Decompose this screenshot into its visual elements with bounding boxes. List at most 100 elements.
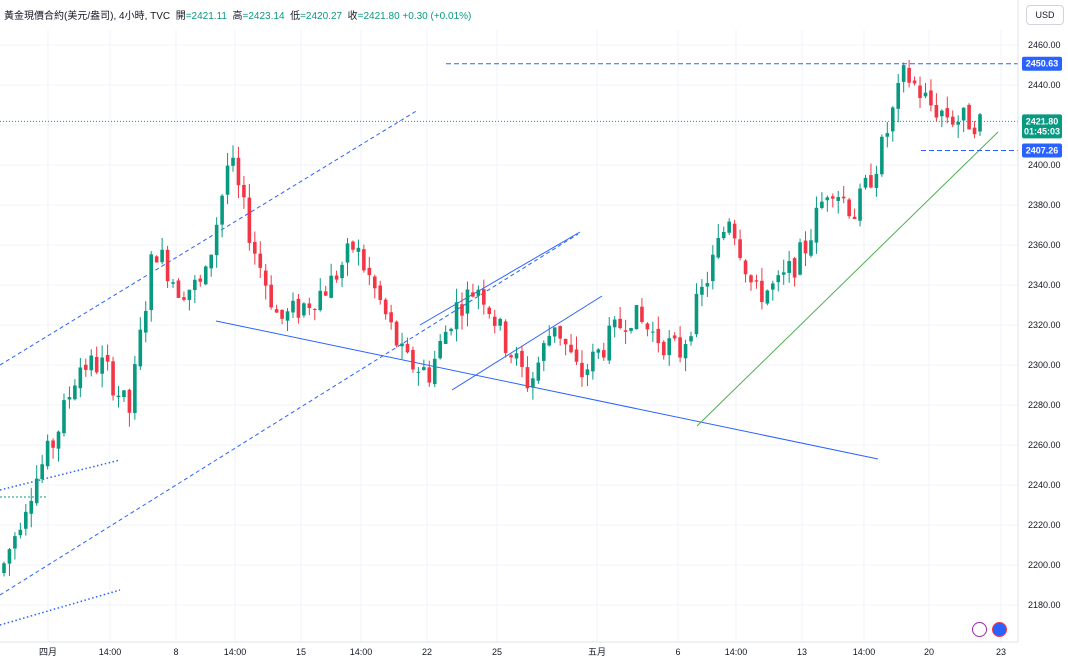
candle-body — [569, 344, 573, 353]
trend-line — [0, 459, 121, 491]
candle-body — [825, 197, 830, 201]
candle-body — [541, 343, 546, 361]
candle-body — [721, 231, 726, 239]
close-label: 收 — [347, 11, 358, 22]
candle-body — [482, 289, 486, 305]
candle-body — [372, 276, 377, 289]
candle-body — [18, 529, 23, 536]
candle-body — [803, 240, 808, 254]
candle-body — [623, 330, 628, 332]
candle-body — [465, 289, 470, 314]
candle-body — [972, 127, 977, 135]
candle-body — [105, 354, 110, 362]
us-flag-icon[interactable] — [992, 622, 1007, 637]
candle-body — [116, 395, 121, 398]
time-tick-label: 22 — [422, 647, 432, 657]
candle-body — [678, 337, 682, 358]
candle-body — [498, 318, 502, 326]
candle-body — [312, 308, 317, 310]
candle-body — [438, 340, 443, 359]
candle-body — [56, 431, 61, 449]
candle-body — [661, 341, 666, 356]
candle-body — [760, 280, 764, 303]
candle-body — [220, 195, 224, 225]
time-tick-label: 14:00 — [350, 647, 373, 657]
candle-body — [471, 292, 475, 297]
low-label: 低 — [290, 11, 301, 22]
price-tick-label: 2280.00 — [1028, 400, 1061, 410]
open-label: 開 — [175, 11, 186, 22]
candle-body — [487, 307, 492, 315]
candle-body — [100, 357, 104, 374]
candle-body — [596, 349, 601, 353]
level-tag-label: 2450.63 — [1026, 59, 1059, 69]
candle-body — [225, 165, 230, 195]
candle-body — [961, 107, 966, 121]
candle-body — [781, 272, 786, 275]
price-tick-label: 2240.00 — [1028, 480, 1061, 490]
candle-body — [978, 114, 982, 132]
time-tick-label: 五月 — [588, 647, 606, 657]
price-axis: 2460.002440.002420.002400.002380.002360.… — [1017, 0, 1068, 661]
time-tick-label: 20 — [924, 647, 934, 657]
candle-body — [89, 355, 94, 371]
candle-body — [394, 321, 399, 346]
candle-body — [411, 349, 415, 370]
candle-body — [231, 157, 235, 166]
candle-body — [749, 275, 753, 283]
price-tick-label: 2260.00 — [1028, 440, 1061, 450]
candle-body — [863, 177, 868, 188]
candle-body — [776, 275, 781, 283]
flash-icon[interactable] — [972, 622, 987, 637]
candle-body — [214, 224, 219, 256]
candle-body — [154, 256, 159, 263]
candle-body — [296, 298, 301, 318]
candle-body — [133, 364, 137, 414]
time-tick-label: 14:00 — [725, 647, 748, 657]
candle-body — [7, 549, 12, 564]
price-tick-label: 2200.00 — [1028, 560, 1061, 570]
candle-body — [634, 305, 639, 330]
candle-body — [765, 290, 770, 304]
candle-body — [514, 353, 519, 359]
candle-body — [269, 284, 273, 308]
candle-body — [656, 328, 661, 344]
candle-body — [285, 311, 290, 321]
candle-body — [127, 389, 132, 413]
candle-body — [51, 440, 55, 448]
candle-body — [182, 297, 186, 300]
candle-body — [591, 351, 595, 372]
price-tick-label: 2180.00 — [1028, 600, 1061, 610]
candle-body — [78, 367, 83, 389]
candle-body — [383, 299, 388, 315]
candle-body — [122, 390, 126, 398]
candle-body — [138, 329, 143, 367]
candle-body — [792, 258, 797, 278]
high-value: =2423.14 — [242, 11, 285, 22]
candle-body — [362, 249, 366, 271]
candle-body — [356, 247, 361, 252]
candle-body — [841, 196, 846, 199]
candle-body — [820, 201, 824, 208]
candle-body — [351, 241, 355, 250]
time-tick-label: 6 — [675, 647, 680, 657]
chart-grid — [0, 30, 1018, 642]
candle-body — [503, 321, 508, 353]
candle-body — [558, 326, 562, 339]
candle-body — [422, 367, 426, 370]
price-tick-label: 2440.00 — [1028, 80, 1061, 90]
candle-body — [443, 331, 448, 344]
candle-body — [242, 184, 246, 198]
price-tick-label: 2220.00 — [1028, 520, 1061, 530]
currency-button[interactable]: USD — [1026, 5, 1064, 25]
candle-body — [940, 110, 944, 117]
candle-body — [83, 364, 88, 370]
candle-body — [29, 500, 34, 514]
candle-body — [852, 216, 857, 220]
candle-body — [525, 367, 530, 389]
candle-body — [847, 199, 851, 217]
candle-body — [601, 350, 606, 358]
candle-body — [945, 108, 950, 118]
candle-body — [531, 378, 535, 388]
